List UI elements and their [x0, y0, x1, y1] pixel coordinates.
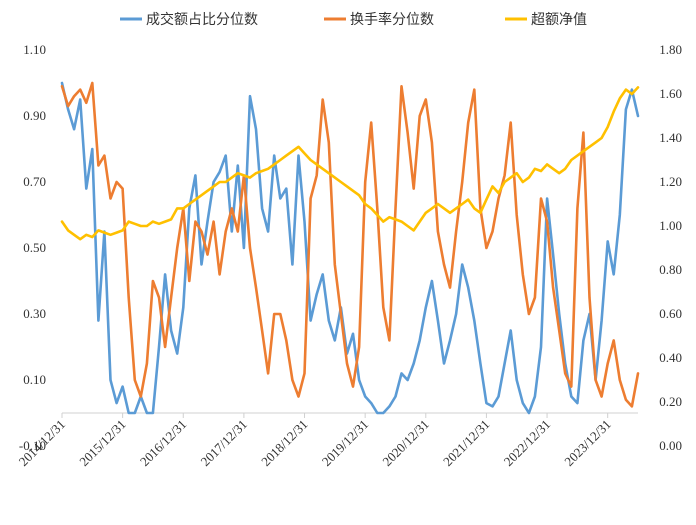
series-line-2 [60, 81, 640, 408]
y-axis-right: 0.00 0.20 0.40 0.60 0.80 1.00 1.20 1.40 1.60 1.80 [659, 42, 682, 453]
series-line-3 [60, 86, 640, 241]
y-left-tick-label: 1.10 [23, 42, 46, 57]
x-tick-label: 2016/12/31 [137, 417, 189, 469]
x-tick-label: 2020/12/31 [379, 417, 431, 469]
x-tick-label: 2015/12/31 [76, 417, 128, 469]
y-left-tick-label: -0.10 [19, 438, 46, 453]
plot-area [60, 81, 640, 415]
legend-label: 成交额占比分位数 [146, 11, 258, 28]
y-right-tick-label: 0.80 [659, 262, 682, 277]
x-axis: 2014/12/31 2015/12/31 2016/12/31 2017/12/31… [16, 413, 614, 469]
y-right-tick-label: 0.40 [659, 350, 682, 365]
series-line-1 [60, 81, 640, 415]
y-left-tick-label: 0.70 [23, 174, 46, 189]
y-right-tick-label: 0.60 [659, 306, 682, 321]
x-tick-label: 2017/12/31 [198, 417, 250, 469]
x-tick-label: 2021/12/31 [440, 417, 492, 469]
y-left-tick-label: 0.50 [23, 240, 46, 255]
y-left-tick-label: 0.90 [23, 108, 46, 123]
legend-label: 超额净值 [531, 12, 587, 28]
legend-label: 换手率分位数 [350, 11, 434, 28]
y-axis-left: -0.10 0.10 0.30 0.50 0.70 0.90 1.10 [19, 42, 46, 453]
y-right-tick-label: 1.80 [659, 42, 682, 57]
x-tick-label: 2019/12/31 [319, 417, 371, 469]
y-right-tick-label: 0.00 [659, 438, 682, 453]
y-right-tick-label: 1.00 [659, 218, 682, 233]
y-right-tick-label: 1.60 [659, 86, 682, 101]
y-left-tick-label: 0.30 [23, 306, 46, 321]
y-right-tick-label: 1.20 [659, 174, 682, 189]
y-right-tick-label: 1.40 [659, 130, 682, 145]
x-tick-label: 2023/12/31 [561, 417, 613, 469]
y-right-tick-label: 0.20 [659, 394, 682, 409]
x-tick-label: 2022/12/31 [501, 417, 553, 469]
y-left-tick-label: 0.10 [23, 372, 46, 387]
legend: 成交额占比分位数 换手率分位数 超额净值 [120, 11, 587, 28]
x-tick-label: 2018/12/31 [258, 417, 310, 469]
